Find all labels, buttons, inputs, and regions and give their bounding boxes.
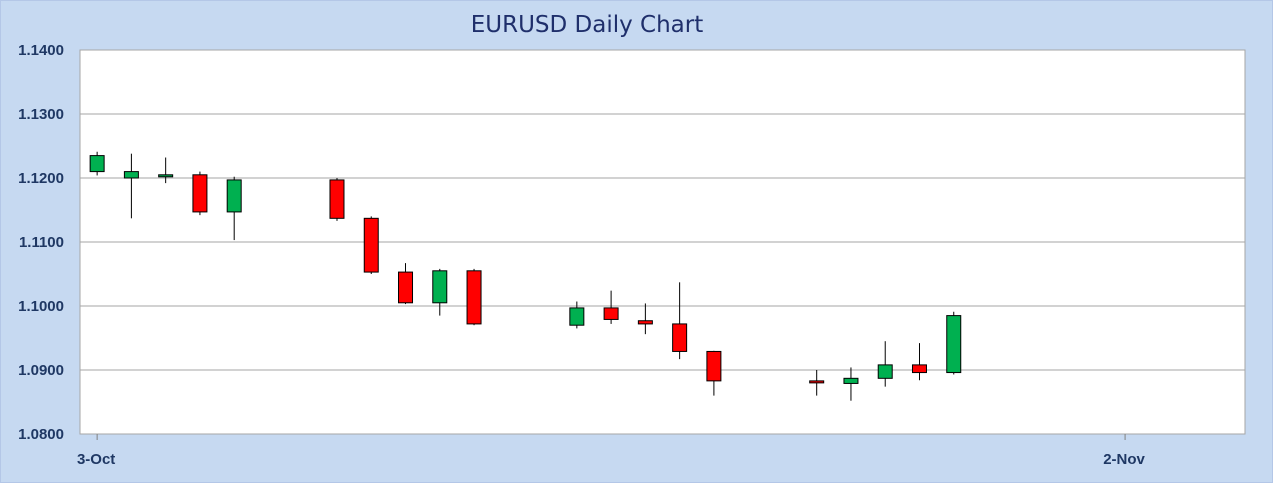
y-axis-ticks: 1.1400 1.1300 1.1200 1.1100 1.1000 1.0900 1.08… xyxy=(18,42,64,443)
candle-body xyxy=(432,270,448,304)
y-tick-label: 1.1100 xyxy=(19,234,64,251)
candle-down xyxy=(329,178,345,221)
candle-down xyxy=(637,303,653,335)
candle-body xyxy=(877,364,893,379)
candle-body xyxy=(911,364,927,374)
candle-body xyxy=(843,377,859,384)
candle-body xyxy=(569,307,585,326)
candle-body xyxy=(363,217,379,273)
candle-up xyxy=(877,341,893,387)
candle-up xyxy=(569,301,585,329)
candle-down xyxy=(672,282,688,360)
candle-up xyxy=(158,157,174,184)
y-tick-label: 1.1300 xyxy=(18,106,64,123)
x-tick-label: 2-Nov xyxy=(1103,451,1145,468)
candle-up xyxy=(843,367,859,401)
candle-body xyxy=(672,323,688,352)
candle-body xyxy=(226,179,242,213)
y-tick-label: 1.1400 xyxy=(18,42,64,59)
candle-up xyxy=(432,268,448,316)
candle-body xyxy=(466,270,482,325)
candle-body xyxy=(809,380,825,384)
candle-body xyxy=(123,171,139,179)
candle-body xyxy=(89,155,105,173)
candles xyxy=(89,151,962,401)
x-axis-ticks: 3-Oct 2-Nov xyxy=(77,434,1146,468)
y-tick-label: 1.0800 xyxy=(18,426,64,443)
candle-body xyxy=(398,271,414,304)
candle-up xyxy=(123,153,139,219)
candle-down xyxy=(466,268,482,326)
candle-down xyxy=(706,350,722,396)
candle-body xyxy=(706,350,722,382)
candle-up xyxy=(89,151,105,176)
y-tick-label: 1.1000 xyxy=(18,298,64,315)
gridlines xyxy=(80,113,1245,371)
y-tick-label: 1.0900 xyxy=(18,362,64,379)
candle-body xyxy=(192,174,208,213)
candle-down xyxy=(363,216,379,274)
y-tick-label: 1.1200 xyxy=(18,170,64,187)
candle-down xyxy=(809,370,825,396)
candle-down xyxy=(911,343,927,381)
candle-down xyxy=(398,263,414,305)
candle-down xyxy=(192,171,208,216)
candle-up xyxy=(946,311,962,375)
candle-up xyxy=(226,176,242,241)
candle-body xyxy=(637,320,653,325)
candle-body xyxy=(329,179,345,219)
candle-body xyxy=(603,307,619,320)
x-tick-label: 3-Oct xyxy=(77,451,115,468)
candle-body xyxy=(946,315,962,374)
candle-body xyxy=(158,174,174,178)
candle-down xyxy=(603,290,619,324)
chart-title: EURUSD Daily Chart xyxy=(471,12,704,38)
